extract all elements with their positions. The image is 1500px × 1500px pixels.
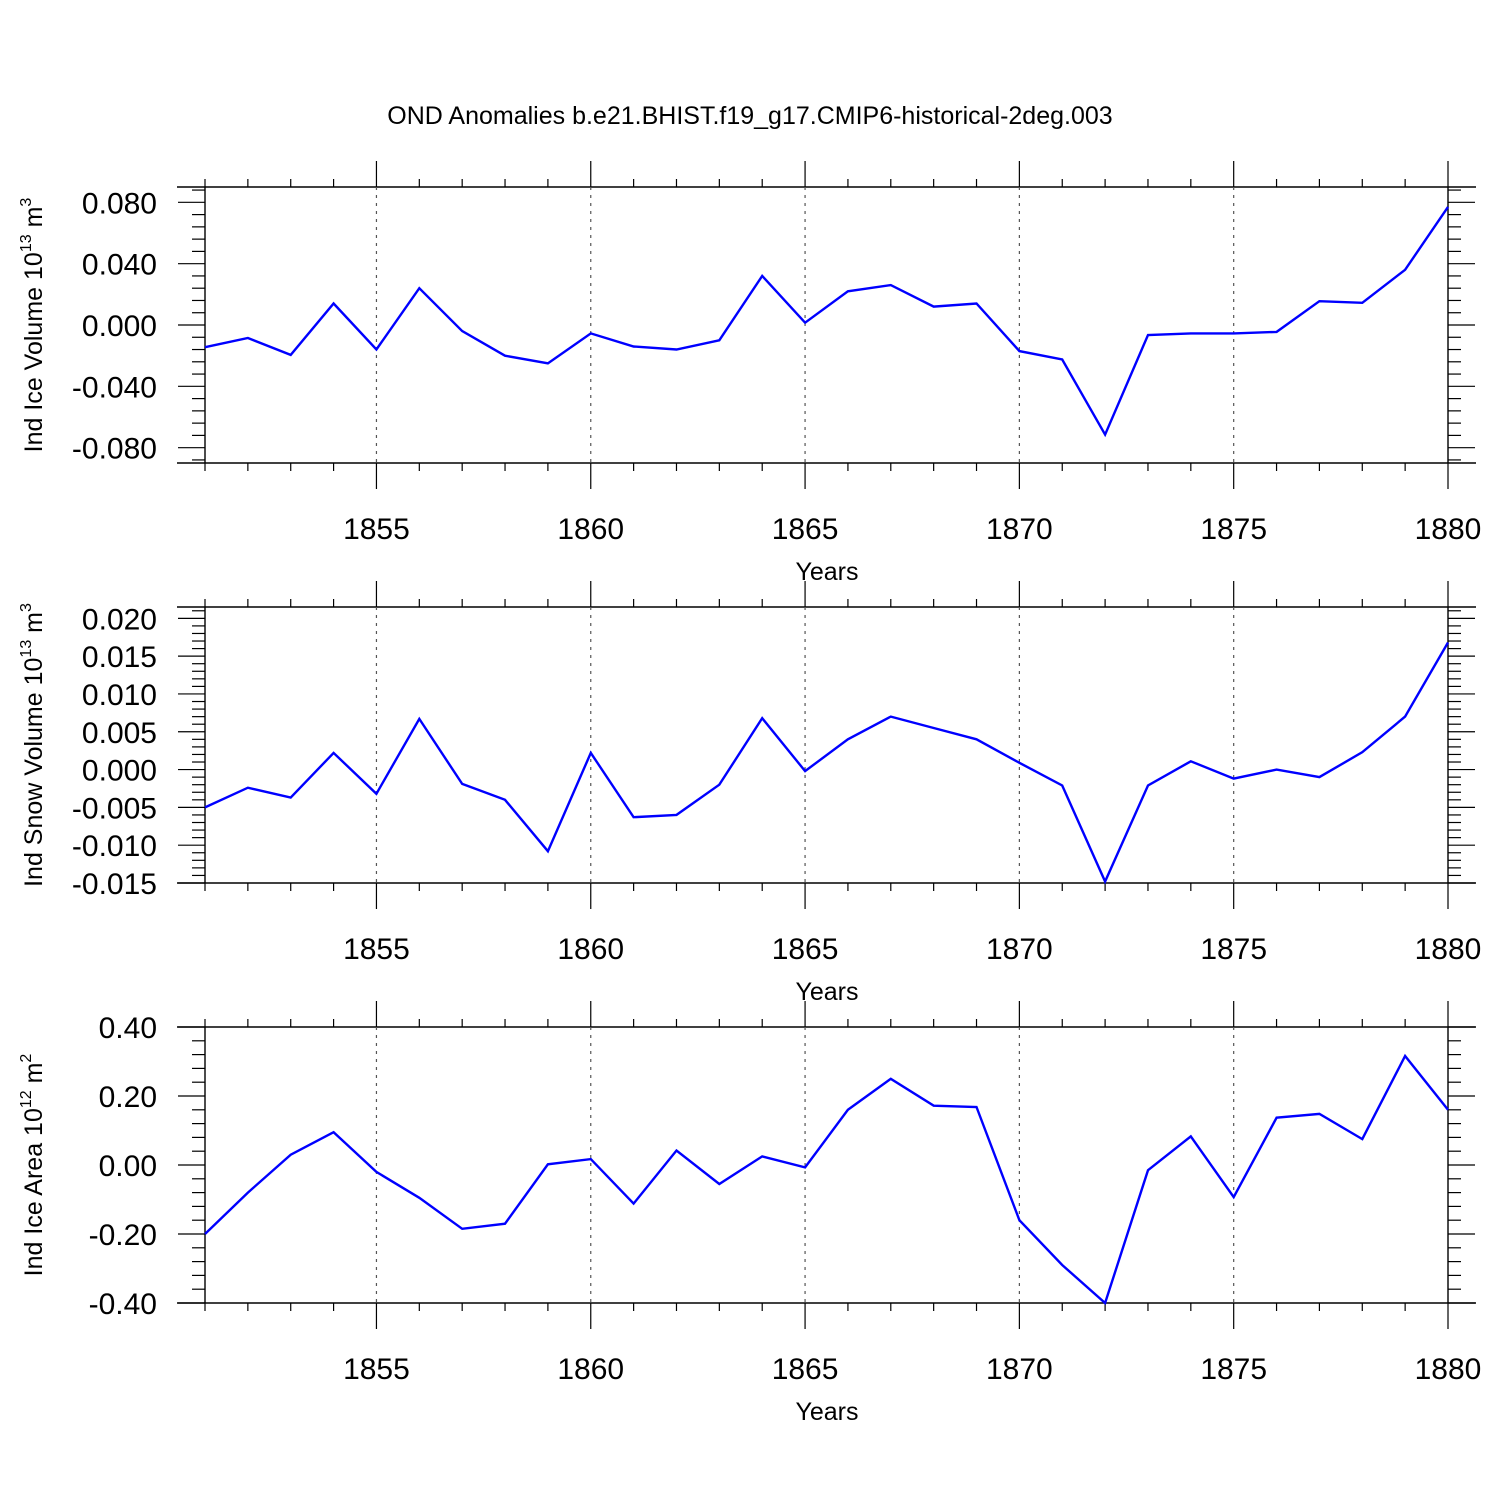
- series-line-1: [204, 1053, 1449, 1306]
- x-tick-label: 1875: [1200, 1353, 1267, 1386]
- x-tick-label: 1860: [557, 1353, 624, 1386]
- y-axis-label-exponent: 12: [18, 1090, 35, 1108]
- y-axis-label: Ind Ice Volume 1013 m3: [18, 198, 48, 453]
- x-tick-label: 1860: [557, 933, 624, 966]
- y-tick-label: 0.000: [82, 755, 157, 788]
- y-tick-label: -0.40: [89, 1288, 157, 1321]
- y-axis-label-unit: m: [20, 1063, 48, 1091]
- x-tick-label: 1870: [986, 1353, 1053, 1386]
- y-axis-label-unit-exponent: 3: [18, 198, 35, 207]
- y-tick-label: 0.40: [99, 1012, 157, 1045]
- y-tick-label: 0.020: [82, 603, 157, 636]
- y-tick-label: 0.080: [82, 187, 157, 220]
- y-axis-label-unit: m: [20, 612, 48, 640]
- x-tick-label: 1865: [772, 1353, 839, 1386]
- x-tick-label: 1855: [343, 933, 410, 966]
- y-tick-label: -0.040: [72, 371, 157, 404]
- x-tick-label: 1875: [1200, 513, 1267, 546]
- x-axis-label: Years: [795, 558, 858, 586]
- y-tick-label: 0.040: [82, 249, 157, 282]
- x-axis-label: Years: [795, 978, 858, 1006]
- y-axis-label-text: Ind Snow Volume 10: [20, 658, 48, 887]
- x-tick-label: 1880: [1415, 1353, 1482, 1386]
- y-tick-label: 0.000: [82, 310, 157, 343]
- y-axis-label-text: Ind Ice Volume 10: [20, 252, 48, 452]
- y-axis-label-unit-exponent: 3: [18, 603, 35, 612]
- x-tick-label: 1860: [557, 513, 624, 546]
- y-axis-label-unit-exponent: 2: [18, 1054, 35, 1063]
- y-axis-label-exponent: 13: [18, 640, 35, 658]
- figure-title: OND Anomalies b.e21.BHIST.f19_g17.CMIP6-…: [387, 102, 1112, 130]
- y-tick-label: 0.00: [99, 1150, 157, 1183]
- y-tick-label: 0.010: [82, 679, 157, 712]
- x-tick-label: 1865: [772, 933, 839, 966]
- series-line-1: [204, 641, 1450, 885]
- y-tick-label: -0.005: [72, 792, 157, 825]
- y-tick-label: -0.080: [72, 433, 157, 466]
- y-tick-label: -0.20: [89, 1219, 157, 1252]
- x-tick-label: 1875: [1200, 933, 1267, 966]
- y-axis-label: Ind Snow Volume 1013 m3: [18, 603, 48, 887]
- chart-panel-3: 1855 1860 1865 1870 1875 1880 Years -0.40 -0.20 0…: [18, 1001, 1481, 1426]
- x-tick-label: 1880: [1415, 933, 1482, 966]
- x-tick-label: 1870: [986, 513, 1053, 546]
- y-tick-label: -0.010: [72, 830, 157, 863]
- series-line-1: [204, 206, 1449, 438]
- x-axis-label: Years: [795, 1398, 858, 1426]
- y-tick-label: 0.015: [82, 641, 157, 674]
- x-tick-label: 1870: [986, 933, 1053, 966]
- chart-panel-2: 1855 1860 1865 1870 1875 1880 Years -0.015 -0.01…: [18, 581, 1481, 1006]
- x-tick-label: 1855: [343, 1353, 410, 1386]
- y-axis-label-unit: m: [20, 207, 48, 235]
- chart-panel-1: 1855 1860 1865 1870 1875 1880 Years -0.080 -0.04…: [18, 161, 1481, 586]
- y-axis-label-text: Ind Ice Area 10: [20, 1108, 48, 1276]
- y-axis-label: Ind Ice Area 1012 m2: [18, 1054, 48, 1277]
- x-tick-label: 1855: [343, 513, 410, 546]
- y-tick-label: 0.20: [99, 1081, 157, 1114]
- y-tick-label: -0.015: [72, 868, 157, 901]
- x-tick-label: 1880: [1415, 513, 1482, 546]
- y-axis-label-exponent: 13: [18, 234, 35, 252]
- x-tick-label: 1865: [772, 513, 839, 546]
- y-tick-label: 0.005: [82, 717, 157, 750]
